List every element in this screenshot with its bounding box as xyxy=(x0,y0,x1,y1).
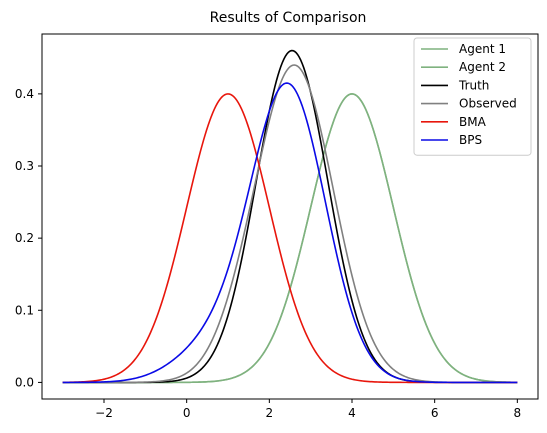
y-tick-label: 0.3 xyxy=(15,159,34,173)
y-tick-label: 0.1 xyxy=(15,303,34,317)
y-tick-label: 0.4 xyxy=(15,87,34,101)
y-axis: 0.0 0.1 0.2 0.3 0.4 xyxy=(15,87,42,389)
x-tick-label: 0 xyxy=(183,406,191,420)
x-tick-label: 2 xyxy=(266,406,274,420)
legend-label-agent-1: Agent 1 xyxy=(459,42,506,56)
x-tick-label: 8 xyxy=(514,406,522,420)
x-tick-label: 6 xyxy=(431,406,439,420)
legend-label-observed: Observed xyxy=(459,97,517,111)
x-tick-label: −2 xyxy=(95,406,113,420)
x-axis: −2 0 2 4 6 8 xyxy=(95,399,521,420)
legend-label-bma: BMA xyxy=(459,115,487,129)
legend: Agent 1 Agent 2 Truth Observed BMA BPS xyxy=(413,37,532,156)
legend-label-agent-2: Agent 2 xyxy=(459,60,506,74)
legend-label-truth: Truth xyxy=(458,78,489,92)
legend-label-bps: BPS xyxy=(459,133,482,147)
series-line-bps xyxy=(62,82,518,384)
y-tick-label: 0.2 xyxy=(15,231,34,245)
series-layer xyxy=(62,49,518,384)
chart-title: Results of Comparison xyxy=(210,10,367,26)
x-tick-label: 4 xyxy=(348,406,356,420)
y-tick-label: 0.0 xyxy=(15,375,34,389)
plot-area-frame xyxy=(41,33,539,400)
